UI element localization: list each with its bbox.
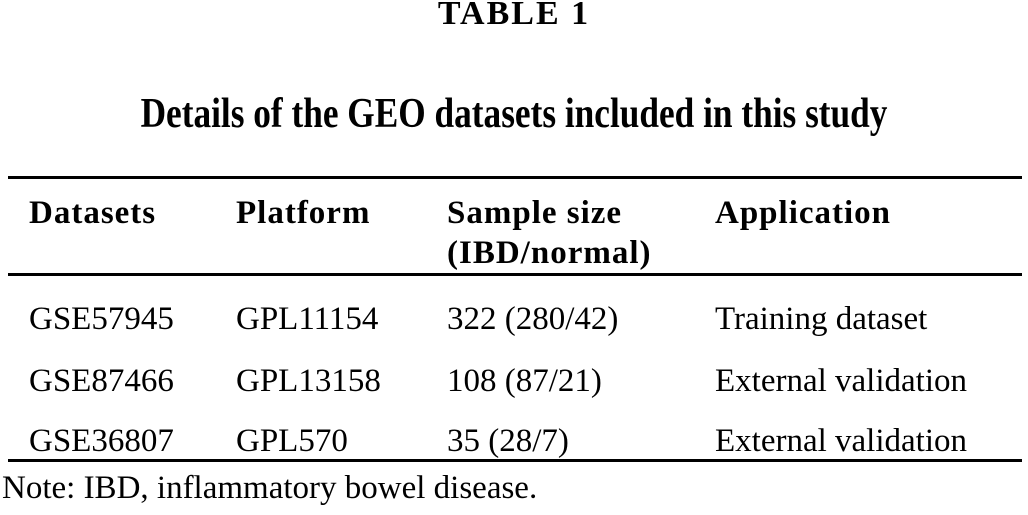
column-header-label: Application <box>715 195 892 231</box>
column-header-datasets: Datasets <box>8 177 215 276</box>
cell-platform: GPL570 <box>236 423 348 459</box>
table-row: GSE57945 GPL11154 322 (280/42) Training … <box>8 275 1022 337</box>
cell-application: External validation <box>715 362 967 399</box>
geo-datasets-table: Datasets Platform Sample size (IBD/norma… <box>8 176 1022 462</box>
column-header-application: Application <box>694 177 1022 276</box>
cell-dataset: GSE87466 <box>29 362 174 399</box>
cell-platform: GPL13158 <box>236 362 381 399</box>
table-note: Note: IBD, inflammatory bowel disease. <box>2 470 538 506</box>
column-header-label: Sample size <box>447 195 623 231</box>
cell-dataset: GSE36807 <box>29 423 174 459</box>
header-row: Datasets Platform Sample size (IBD/norma… <box>8 177 1022 276</box>
cell-platform: GPL11154 <box>236 300 379 337</box>
cell-dataset: GSE57945 <box>29 300 174 337</box>
column-header-sublabel: (IBD/normal) <box>447 235 652 271</box>
table-caption: Details of the GEO datasets included in … <box>140 91 888 137</box>
cell-application: Training dataset <box>715 300 928 337</box>
column-header-label: Datasets <box>29 195 157 231</box>
table-row: GSE87466 GPL13158 108 (87/21) External v… <box>8 337 1022 399</box>
column-header-platform: Platform <box>215 177 426 276</box>
cell-sample-size: 322 (280/42) <box>447 300 619 337</box>
cell-application: External validation <box>715 423 967 459</box>
table-row: GSE36807 GPL570 35 (28/7) External valid… <box>8 399 1022 461</box>
cell-sample-size: 108 (87/21) <box>447 362 602 399</box>
column-header-sample-size: Sample size (IBD/normal) <box>426 177 694 276</box>
table-number-label: TABLE 1 <box>437 0 591 32</box>
column-header-label: Platform <box>236 195 371 231</box>
cell-sample-size: 35 (28/7) <box>447 423 569 459</box>
